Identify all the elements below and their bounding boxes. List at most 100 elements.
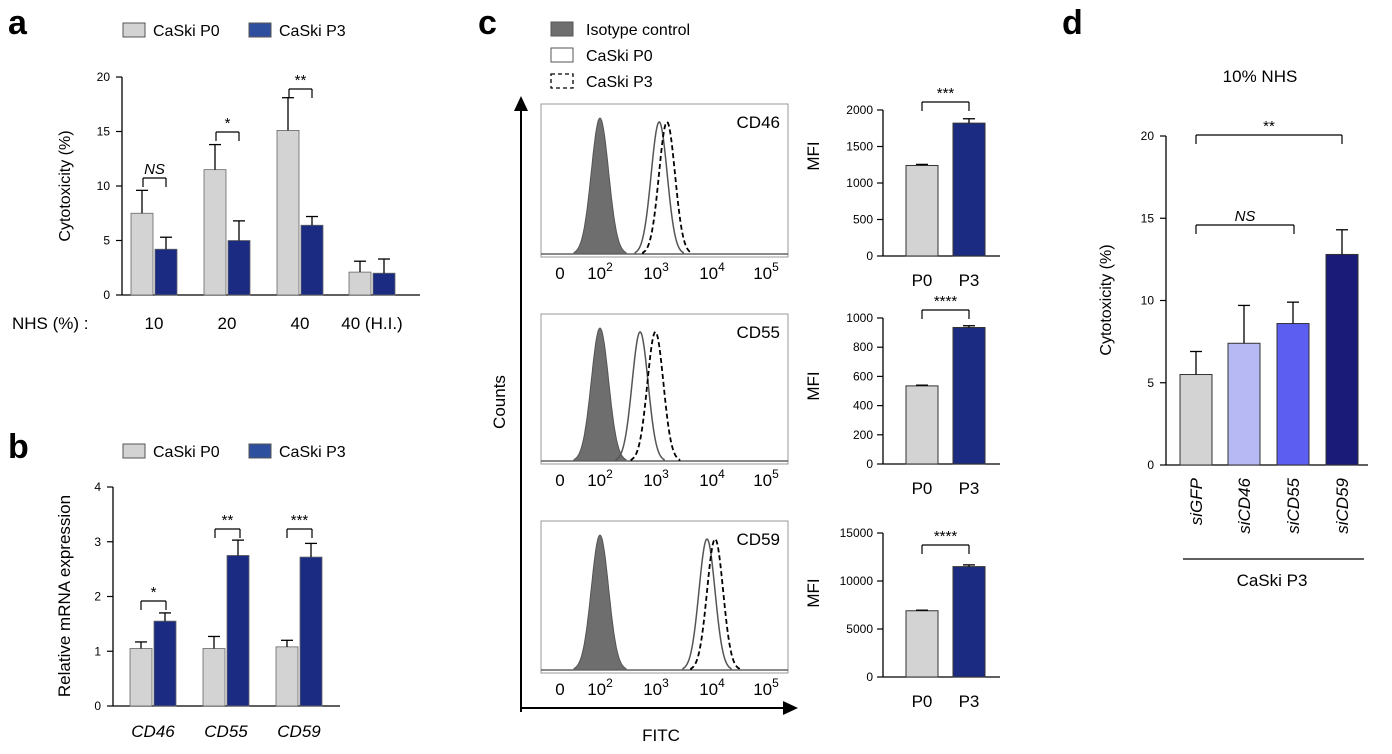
panel-d-ytick-label: 15 (1141, 211, 1155, 225)
panel-c-legend-isotype: Isotype control (586, 22, 690, 39)
panel-c-mfi-ytick-label: 5000 (846, 622, 873, 636)
panel-label-b: b (8, 428, 29, 466)
panel-b-ytick-label: 3 (94, 535, 101, 549)
panel-b-legend-swatch-p3 (248, 443, 272, 459)
panel-a-bar (348, 271, 372, 296)
panel-c-legend-swatch-p3 (550, 73, 574, 89)
panel-b-bar (153, 620, 177, 707)
panel-b-legend-p3: CaSki P3 (279, 444, 346, 461)
panel-d-group-label: CaSki P3 (1237, 571, 1308, 590)
panel-c-hist-frame (540, 313, 789, 465)
panel-c-y-arrow (514, 96, 528, 111)
panel-c-mfi-ytick-label: 15000 (840, 526, 874, 540)
panel-d-bar (1179, 374, 1213, 466)
panel-a-xtick-label: 40 (291, 314, 310, 333)
panel-c-legend-swatch-p0 (550, 47, 574, 63)
panel-c-mfi-xtick-label: P0 (912, 271, 933, 290)
panel-c-mfi-ytick-label: 600 (853, 369, 873, 383)
panel-a-bar (300, 224, 324, 296)
panel-c-mfi-ylabel: MFI (804, 141, 823, 170)
panel-c-legend-swatch-isotype (550, 21, 574, 37)
panel-b-xtick-label: CD46 (131, 722, 175, 741)
panel-b-sig-3-label: *** (291, 512, 309, 529)
panel-a-ytick-label: 5 (103, 234, 110, 248)
panel-c-xtick-label: 105 (753, 467, 779, 490)
panel-d-xtick-label: siCD46 (1235, 477, 1254, 533)
panel-c-xtick-label: 103 (643, 467, 669, 490)
panel-c-mfi-ytick-label: 400 (853, 399, 873, 413)
panel-d-bar (1276, 323, 1310, 466)
panel-c-mfi-bar (905, 164, 939, 257)
panel-d-ylabel: Cytotoxicity (%) (1098, 244, 1115, 355)
panel-c-mfi-bar (905, 610, 939, 678)
panel-c-mfi-ytick-label: 2000 (846, 103, 873, 117)
panel-b-bar (299, 556, 323, 707)
panel-c-p3-histogram (642, 120, 692, 255)
panel-c-xtick-label: 102 (587, 676, 613, 699)
panel-c-xtick-label: 0 (555, 471, 564, 490)
panel-c-marker-label: CD55 (737, 323, 780, 342)
panel-a-xtick-label: 10 (145, 314, 164, 333)
panel-c-legend-p3: CaSki P3 (586, 74, 653, 91)
panel-a-sig-2-label: ** (295, 72, 307, 89)
panel-c-xtick-label: 103 (643, 260, 669, 283)
panel-c-xtick-label: 0 (555, 264, 564, 283)
panel-c-xtick-label: 104 (699, 467, 725, 490)
panel-c-p0-histogram (615, 330, 665, 462)
panel-label-a: a (8, 4, 28, 42)
panel-a-legend-p3: CaSki P3 (279, 23, 346, 40)
panel-label-c: c (478, 4, 497, 42)
panel-c-xtick-label: 104 (699, 260, 725, 283)
panel-b-legend-p0: CaSki P0 (153, 444, 220, 461)
panel-c-isotype-histogram (573, 327, 627, 462)
panel-b-ytick-label: 0 (94, 699, 101, 713)
panel-d-ytick-label: 20 (1141, 129, 1155, 143)
panel-a-bar (203, 169, 227, 296)
panel-b-xtick-label: CD55 (204, 722, 248, 741)
panel-d-ytick-label: 5 (1147, 376, 1154, 390)
panel-c-mfi-ytick-label: 200 (853, 428, 873, 442)
panel-c-p0-histogram (634, 121, 684, 255)
panel-a-legend-swatch-p3 (248, 22, 272, 38)
panel-c-marker-label: CD59 (737, 530, 780, 549)
panel-c-mfi-sig-label: **** (934, 528, 958, 545)
panel-a-xtick-label: 40 (H.I.) (341, 314, 402, 333)
panel-b-legend-swatch-p0 (122, 443, 146, 459)
panel-b-bar (275, 646, 299, 707)
panel-c-mfi-ytick-label: 0 (866, 670, 873, 684)
panel-d-bar (1227, 342, 1261, 466)
panel-d-sig-ns-label: NS (1235, 208, 1256, 225)
panel-c-mfi-bar (952, 566, 986, 678)
panel-c-xtick-label: 105 (753, 260, 779, 283)
panel-c-mfi-xtick-label: P0 (912, 692, 933, 711)
panel-d-title: 10% NHS (1223, 67, 1298, 86)
panel-b-sig-1-label: * (151, 584, 157, 601)
panel-a-xprefix: NHS (%) : (12, 314, 89, 333)
panel-b-ytick-label: 2 (94, 590, 101, 604)
panel-b-ytick-label: 1 (94, 644, 101, 658)
panel-c-mfi-ylabel: MFI (804, 578, 823, 607)
panel-c-mfi-xtick-label: P0 (912, 479, 933, 498)
panel-c-mfi-ylabel: MFI (804, 371, 823, 400)
panel-d-bar (1325, 253, 1359, 466)
panel-d-ytick-label: 10 (1141, 294, 1155, 308)
panel-b-xtick-label: CD59 (277, 722, 321, 741)
panel-c-mfi-ytick-label: 0 (866, 249, 873, 263)
panel-a-bar (227, 240, 251, 296)
panel-d-ytick-label: 0 (1147, 458, 1154, 472)
panel-c-mfi-ytick-label: 1500 (846, 140, 873, 154)
panel-d-xtick-label: siCD59 (1333, 477, 1352, 533)
panel-c-mfi-bar (905, 385, 939, 465)
panel-c-mfi-ytick-label: 1000 (846, 176, 873, 190)
panel-d-xtick-label: siGFP (1187, 477, 1206, 525)
panel-c-mfi-ytick-label: 800 (853, 340, 873, 354)
panel-a-legend-p0: CaSki P0 (153, 23, 220, 40)
panel-c-xtick-label: 103 (643, 676, 669, 699)
panel-c-xtick-label: 105 (753, 676, 779, 699)
panel-c-xtick-label: 102 (587, 467, 613, 490)
panel-a-ylabel: Cytotoxicity (%) (57, 130, 74, 241)
panel-c-legend-p0: CaSki P0 (586, 48, 653, 65)
panel-a-sig-ns-label: NS (144, 161, 165, 178)
panel-a-ytick-label: 0 (103, 288, 110, 302)
